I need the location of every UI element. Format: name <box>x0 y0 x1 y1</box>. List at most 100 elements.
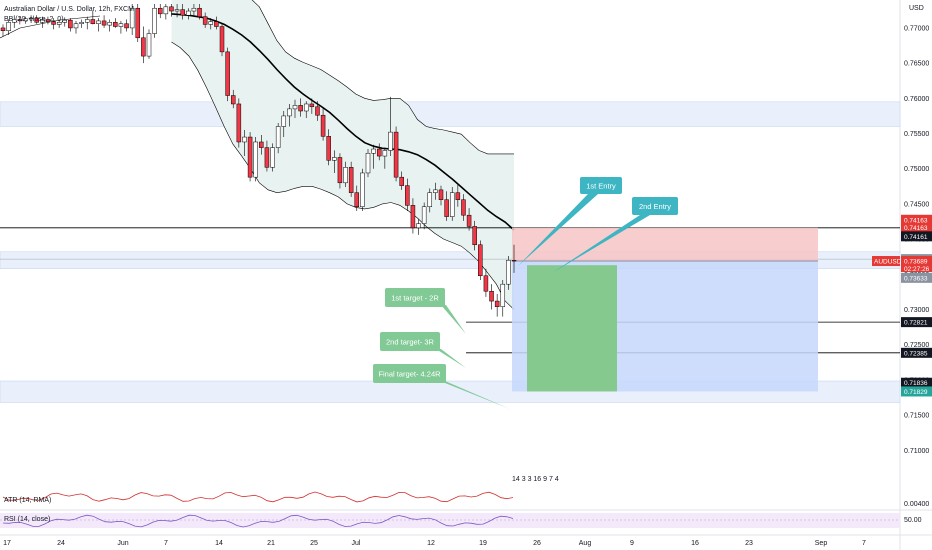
x-tick-label: Sep <box>815 540 828 547</box>
target2-callout-box <box>380 332 440 351</box>
x-tick-label: 25 <box>310 540 318 547</box>
y-tick-label: 0.74500 <box>904 201 929 208</box>
price-tag-target2-bg <box>901 347 932 358</box>
candle-body <box>191 7 197 12</box>
second-entry-callout-text: 2nd Entry <box>639 202 671 211</box>
price-tag-c-bg <box>901 231 932 242</box>
price-tag-b-text: 0.74163 <box>904 225 928 232</box>
candle-body <box>315 106 320 116</box>
bb-upper-left-line <box>0 15 101 39</box>
candle-body <box>259 141 264 148</box>
zone-band <box>0 101 901 127</box>
price-tag-f-bg <box>901 377 932 388</box>
candle-body <box>332 157 337 161</box>
candle-body <box>197 7 202 17</box>
price-tag-f-text: 0.71836 <box>904 380 928 387</box>
candle-body <box>360 172 365 207</box>
candle-body <box>17 19 23 22</box>
candle-body <box>101 20 107 26</box>
x-tick-label: 19 <box>479 540 487 547</box>
candle-body <box>208 21 214 25</box>
x-tick-label: 12 <box>427 540 435 547</box>
candle-body <box>169 6 174 12</box>
candle-body <box>186 10 191 16</box>
candle-body <box>219 26 225 53</box>
y-tick-label: 0.76000 <box>904 96 929 103</box>
candle-body <box>399 176 404 186</box>
first-entry-callout-text: 1st Entry <box>586 182 616 191</box>
stop-loss-zone <box>512 227 818 262</box>
candle-body <box>438 189 444 200</box>
price-tag-e-bg <box>901 272 932 283</box>
second-entry-callout-box <box>632 197 678 215</box>
entry-fill-zone <box>527 265 617 392</box>
candle-body <box>236 103 242 143</box>
bb-indicator-label[interactable]: BB (20, close, 2, 0) <box>4 16 64 23</box>
price-tag-a-bg <box>901 214 932 225</box>
candle-body <box>270 147 275 168</box>
candle-body <box>62 19 68 23</box>
candle-body <box>472 226 477 246</box>
candle-body <box>405 185 410 206</box>
x-tick-label: 7 <box>164 540 168 547</box>
candle-body <box>500 283 506 307</box>
candle-body <box>281 115 287 127</box>
candle-body <box>371 148 376 154</box>
candle-body <box>118 23 124 27</box>
candle-body <box>11 19 17 23</box>
bb-basis-line <box>171 13 515 231</box>
candle-body <box>174 9 180 12</box>
candle-body <box>461 199 466 216</box>
price-tag-e-text: 0.73633 <box>904 275 928 282</box>
candle-body <box>264 147 270 168</box>
price-tag-target1-text: 0.72821 <box>904 320 928 327</box>
x-tick-label: 17 <box>3 540 11 547</box>
rsi-indicator-label[interactable]: RSI (14, close) <box>4 516 51 523</box>
candle-body <box>489 290 494 302</box>
y-tick-label: 0.72500 <box>904 342 929 349</box>
price-tag-g-bg <box>901 386 932 397</box>
candle-body <box>343 167 348 184</box>
final-target-pointer <box>440 381 510 409</box>
candle-body <box>157 7 163 15</box>
candle-body <box>90 19 96 24</box>
candle-body <box>6 22 11 32</box>
x-tick-label: 7 <box>862 540 866 547</box>
atr-line <box>2 491 514 503</box>
candle-body <box>365 152 371 174</box>
candle-body <box>421 206 427 224</box>
y-tick-label: 0.71500 <box>904 413 929 420</box>
target1-pointer <box>441 305 466 334</box>
x-tick-label: Aug <box>579 540 592 547</box>
candle-body <box>96 20 101 24</box>
candle-body <box>225 51 230 96</box>
candle-body <box>135 7 141 39</box>
candle-body <box>152 7 157 34</box>
candle-body <box>376 148 382 157</box>
candle-body <box>84 19 90 23</box>
candle-body <box>506 259 511 285</box>
candle-body <box>146 33 152 57</box>
rsi-band <box>0 513 900 528</box>
first-entry-callout-pointer <box>518 194 598 266</box>
atr-indicator-label[interactable]: ATR (14, RMA) <box>4 497 52 504</box>
candle-body <box>388 131 393 151</box>
second-entry-callout-pointer <box>552 215 650 273</box>
candle-body <box>79 22 84 24</box>
y-tick-label: 0.77000 <box>904 25 929 32</box>
candle-body <box>141 37 146 57</box>
candle-body <box>68 19 73 29</box>
y-tick-label: 0.71000 <box>904 448 929 455</box>
x-tick-label: 14 <box>215 540 223 547</box>
candle-body <box>242 136 247 143</box>
price-tag-c-text: 0.74161 <box>904 234 928 241</box>
x-tick-label: 24 <box>57 540 65 547</box>
x-tick-label: 23 <box>745 540 753 547</box>
candle-body <box>303 103 309 112</box>
candle-body <box>107 22 112 26</box>
currency-label: USD <box>909 5 924 12</box>
target1-callout-text: 1st target - 2R <box>391 294 439 303</box>
candle-body <box>433 189 438 193</box>
candle-body <box>73 23 79 29</box>
